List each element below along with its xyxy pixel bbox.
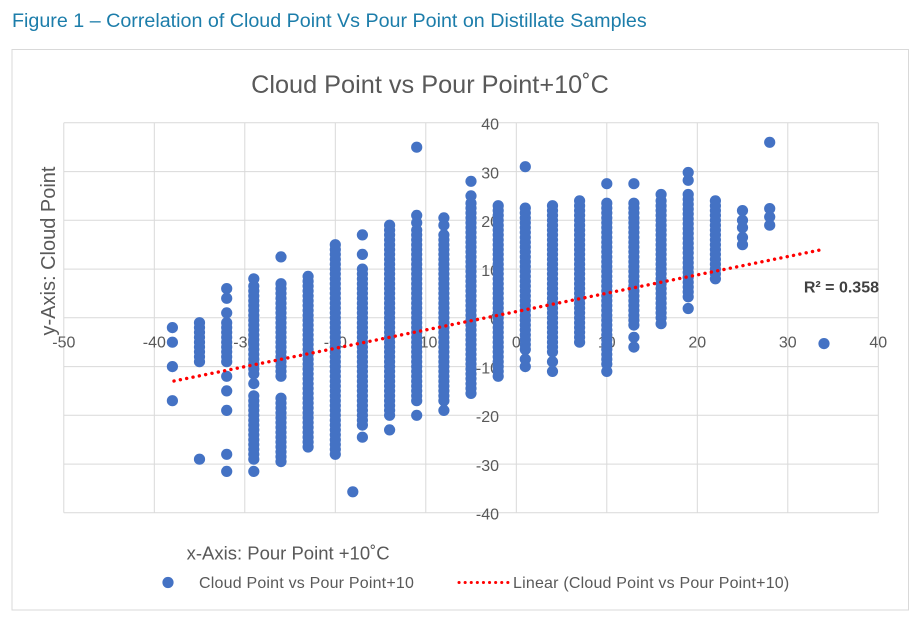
svg-text:40: 40 xyxy=(869,335,887,352)
svg-text:30: 30 xyxy=(481,165,499,182)
svg-text:0: 0 xyxy=(512,335,521,352)
svg-text:-30: -30 xyxy=(476,458,499,475)
svg-text:R² = 0.358: R² = 0.358 xyxy=(804,280,879,297)
svg-text:20: 20 xyxy=(688,335,706,352)
svg-text:30: 30 xyxy=(779,335,797,352)
svg-text:Figure 1 – Correlation of Clou: Figure 1 – Correlation of Cloud Point Vs… xyxy=(12,10,647,32)
svg-text:y-Axis: Cloud Point: y-Axis: Cloud Point xyxy=(38,166,60,335)
svg-text:Cloud Point vs Pour Point+10˚C: Cloud Point vs Pour Point+10˚C xyxy=(251,71,609,99)
svg-text:x-Axis: Pour Point +10˚C: x-Axis: Pour Point +10˚C xyxy=(187,543,390,564)
svg-text:-40: -40 xyxy=(476,507,499,524)
svg-text:Cloud Point vs Pour Point+10: Cloud Point vs Pour Point+10 xyxy=(199,575,414,592)
svg-text:Linear (Cloud Point vs Pour Po: Linear (Cloud Point vs Pour Point+10) xyxy=(513,575,789,592)
svg-text:-20: -20 xyxy=(476,409,499,426)
svg-text:-40: -40 xyxy=(143,335,166,352)
svg-text:40: 40 xyxy=(481,117,499,134)
svg-text:-50: -50 xyxy=(52,335,75,352)
